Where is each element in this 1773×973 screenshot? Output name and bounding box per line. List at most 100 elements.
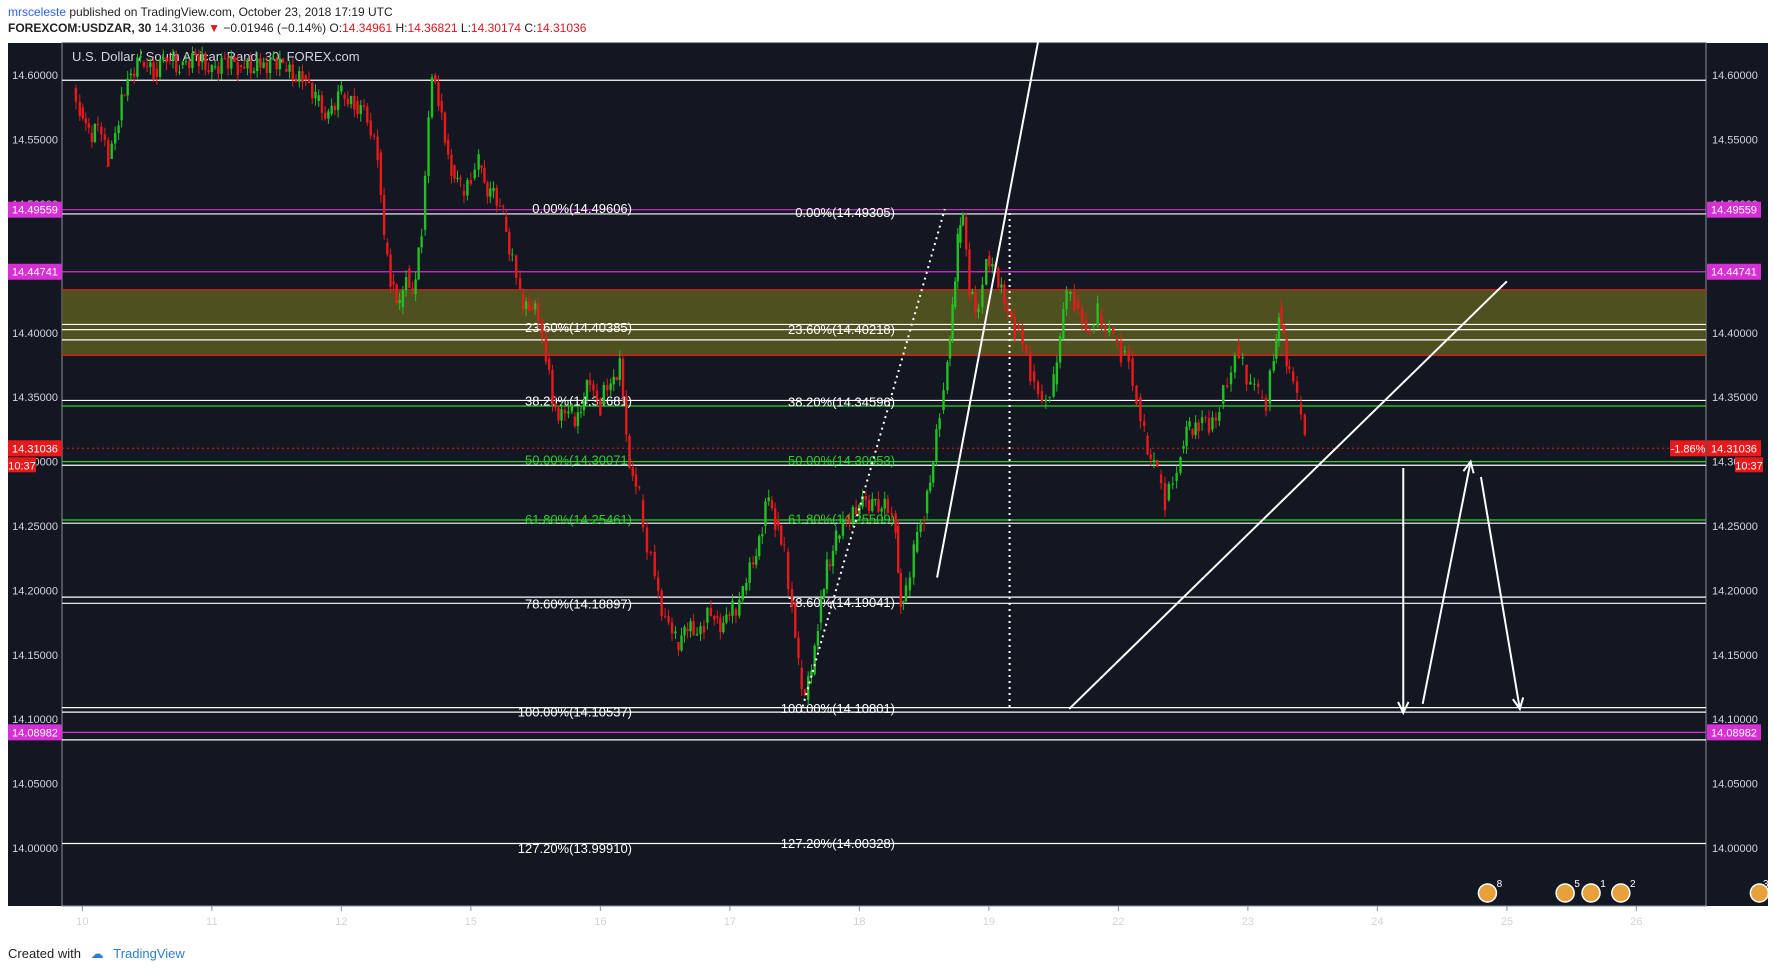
candle-body (625, 396, 628, 435)
candle-body (392, 281, 395, 285)
candle-body (618, 358, 621, 380)
current-price: 14.31036 (154, 21, 205, 35)
candle-body (946, 362, 949, 391)
candle-body (683, 626, 686, 636)
fib-right-label-4: 61.80%(14.25509) (788, 511, 895, 526)
tradingview-logo-icon[interactable]: ☁ (90, 946, 104, 961)
candle-body (751, 562, 755, 565)
event-count-1: 5 (1574, 879, 1580, 890)
candle-body (667, 616, 670, 623)
candle-body (585, 380, 589, 401)
candle-body (1052, 374, 1055, 397)
close-label: C: (524, 21, 537, 35)
candle-body (567, 411, 570, 414)
x-tick-8: 22 (1112, 916, 1124, 928)
candle-body (919, 522, 922, 532)
projection-arrow-up (1421, 461, 1472, 704)
candle-body (414, 279, 417, 295)
candle-body (379, 152, 383, 196)
candle-body (816, 631, 820, 646)
candle-body (81, 107, 84, 119)
footer: Created with ☁ TradingView (8, 946, 185, 962)
candle-body (1260, 397, 1264, 399)
x-tick-4: 16 (594, 916, 606, 928)
candle-body (912, 544, 915, 578)
candle-body (288, 64, 291, 72)
candle-body (1249, 381, 1252, 385)
fib-left-label-7: 127.20%(13.99910) (518, 841, 632, 856)
candle-body (645, 527, 649, 553)
candle-body (948, 338, 952, 359)
candle-body (959, 225, 962, 243)
candle-body (1182, 446, 1185, 449)
candle-body (731, 600, 734, 616)
tradingview-brand-link[interactable]: TradingView (113, 946, 185, 961)
candle-body (314, 91, 317, 99)
candle-body (741, 585, 745, 600)
candle-body (420, 236, 423, 248)
candle-body (200, 53, 204, 63)
candle-body (974, 292, 977, 312)
candle-body (554, 403, 557, 408)
projection-arrow-up-head (1462, 459, 1475, 474)
price-tag-right-2: 14.08982 (1711, 727, 1757, 739)
candle-body (178, 71, 181, 73)
event-flag-icon-3 (1611, 883, 1631, 903)
candle-body (592, 384, 595, 391)
candle-body (706, 607, 709, 623)
candle-body (401, 290, 405, 308)
candle-body (831, 550, 835, 567)
candle-body (239, 64, 243, 68)
candle-body (96, 123, 100, 125)
candle-body (916, 531, 919, 552)
projection-arrow-down-2-head (1512, 697, 1525, 712)
candle-body (486, 182, 489, 197)
candle-body (430, 77, 434, 118)
y-tick-left-4: 14.40000 (12, 328, 58, 340)
candle-body (1200, 417, 1204, 423)
candle-body (191, 53, 194, 69)
candle-body (1055, 362, 1059, 385)
candle-body (738, 599, 741, 616)
event-flag-icon-4 (1749, 883, 1770, 903)
candle-body (145, 66, 149, 68)
x-tick-3: 15 (465, 916, 477, 928)
candle-body (1127, 350, 1130, 362)
candle-body (953, 281, 957, 308)
candle-body (838, 535, 841, 539)
candle-body (695, 634, 699, 636)
candle-body (689, 621, 692, 632)
candle-body (495, 187, 498, 206)
candle-body (450, 154, 453, 176)
price-tag-right-1: 14.44741 (1711, 267, 1757, 279)
candle-body (434, 75, 437, 83)
candle-body (233, 57, 236, 63)
candle-body (653, 552, 656, 576)
candle-body (165, 57, 168, 63)
candle-body (1104, 326, 1107, 330)
candle-body (794, 603, 797, 638)
candle-body (317, 95, 320, 101)
candle-body (890, 513, 893, 515)
candle-body (951, 304, 954, 339)
candle-body (346, 98, 350, 105)
price-tag-left-0: 14.49559 (12, 205, 58, 217)
candle-body (427, 117, 430, 176)
author-link[interactable]: mrsceleste (8, 5, 67, 19)
candle-body (1257, 383, 1260, 387)
candle-body (1149, 454, 1152, 459)
y-tick-right-5: 14.35000 (1712, 392, 1758, 404)
candle-body (606, 385, 609, 391)
candle-body (874, 498, 877, 501)
symbol-label[interactable]: FOREXCOM:USDZAR, 30 (8, 21, 152, 35)
candle-body (783, 544, 786, 546)
candle-body (813, 645, 816, 675)
candle-body (677, 641, 680, 651)
candle-body (968, 249, 971, 296)
candle-body (184, 61, 188, 63)
candle-body (230, 57, 233, 69)
candle-body (1029, 352, 1032, 382)
candle-body (576, 412, 580, 427)
candle-body (417, 247, 420, 280)
